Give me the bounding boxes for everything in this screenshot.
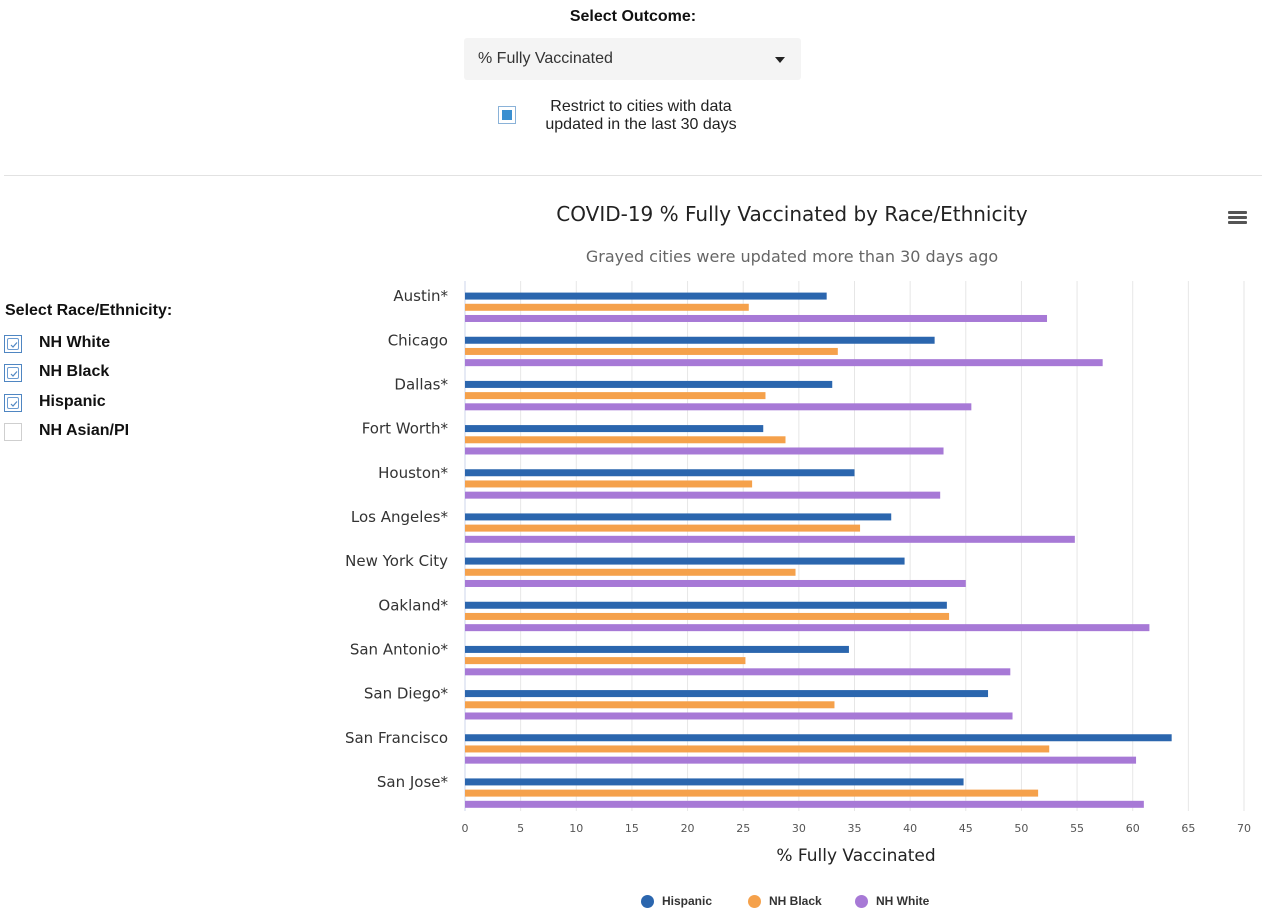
bar-nh-black <box>465 789 1039 797</box>
x-tick-label: 0 <box>462 822 469 835</box>
checkbox[interactable] <box>4 394 22 412</box>
bar-hispanic <box>465 336 935 344</box>
bar-hispanic <box>465 601 947 609</box>
legend-marker <box>748 895 761 908</box>
x-tick-label: 25 <box>736 822 750 835</box>
race-option-label: NH Black <box>39 363 110 380</box>
bar-nh-white <box>465 447 944 455</box>
bar-hispanic <box>465 734 1172 742</box>
bar-nh-black <box>465 745 1050 753</box>
x-tick-label: 5 <box>517 822 524 835</box>
x-axis-title: % Fully Vaccinated <box>776 846 935 866</box>
x-tick-label: 60 <box>1126 822 1140 835</box>
bar-hispanic <box>465 425 764 433</box>
hamburger-menu-icon[interactable] <box>1228 210 1248 226</box>
bar-nh-white <box>465 359 1103 367</box>
legend-marker <box>855 895 868 908</box>
bar-nh-black <box>465 347 838 355</box>
x-tick-label: 65 <box>1181 822 1195 835</box>
x-tick-label: 20 <box>681 822 695 835</box>
bar-nh-white <box>465 756 1137 764</box>
y-category-label: San Antonio* <box>350 640 449 658</box>
legend-label: NH White <box>876 894 930 908</box>
bar-nh-white <box>465 314 1048 322</box>
x-tick-label: 35 <box>848 822 862 835</box>
restrict-30-days-checkbox[interactable] <box>498 106 516 124</box>
x-tick-label: 30 <box>792 822 806 835</box>
y-category-label: San Francisco <box>345 729 448 747</box>
x-tick-label: 70 <box>1237 822 1251 835</box>
y-category-label: Oakland* <box>378 596 448 614</box>
bar-nh-white <box>465 491 941 499</box>
caret-down-icon <box>775 57 785 63</box>
outcome-dropdown[interactable]: % Fully Vaccinated <box>464 38 801 80</box>
checkbox[interactable] <box>4 423 22 441</box>
legend-label: NH Black <box>769 894 822 908</box>
y-category-label: Houston* <box>378 464 448 482</box>
bar-nh-black <box>465 701 835 709</box>
bar-hispanic <box>465 380 833 388</box>
y-category-label: San Diego* <box>364 685 449 703</box>
bar-hispanic <box>465 690 989 698</box>
bar-nh-black <box>465 303 749 311</box>
y-category-label: Fort Worth* <box>362 420 449 438</box>
x-tick-label: 45 <box>959 822 973 835</box>
bar-nh-white <box>465 712 1013 720</box>
y-category-label: Los Angeles* <box>351 508 449 526</box>
checkbox-filled-icon <box>502 110 512 120</box>
bar-nh-black <box>465 524 861 532</box>
bar-nh-black <box>465 480 753 488</box>
bar-nh-black <box>465 568 796 576</box>
bar-nh-white <box>465 579 966 587</box>
x-tick-label: 40 <box>903 822 917 835</box>
y-category-label: Chicago <box>388 331 448 349</box>
legend-marker <box>641 895 654 908</box>
outcome-dropdown-value: % Fully Vaccinated <box>478 50 613 67</box>
bar-nh-white <box>465 800 1144 808</box>
x-tick-label: 55 <box>1070 822 1084 835</box>
bar-nh-white <box>465 668 1011 676</box>
chart-title: COVID-19 % Fully Vaccinated by Race/Ethn… <box>556 202 1028 226</box>
bar-nh-black <box>465 436 786 444</box>
race-option-label: Hispanic <box>39 393 106 410</box>
bar-hispanic <box>465 469 855 477</box>
bar-hispanic <box>465 778 964 786</box>
checkbox[interactable] <box>4 364 22 382</box>
restrict-30-days-label: Restrict to cities with data updated in … <box>545 98 737 133</box>
bar-nh-white <box>465 624 1150 632</box>
bar-nh-white <box>465 403 972 411</box>
chart-subtitle: Grayed cities were updated more than 30 … <box>586 247 998 266</box>
bar-hispanic <box>465 292 827 300</box>
bar-hispanic <box>465 557 905 565</box>
bar-nh-white <box>465 535 1075 543</box>
section-divider <box>4 175 1262 176</box>
y-category-label: San Jose* <box>377 773 449 791</box>
bar-chart: COVID-19 % Fully Vaccinated by Race/Ethn… <box>345 202 1251 866</box>
select-outcome-label: Select Outcome: <box>569 8 697 25</box>
legend-label: Hispanic <box>662 894 713 908</box>
y-category-label: New York City <box>345 552 448 570</box>
bar-nh-black <box>465 392 766 400</box>
x-tick-label: 50 <box>1014 822 1028 835</box>
race-option-label: NH Asian/PI <box>39 422 130 439</box>
y-category-label: Dallas* <box>394 375 448 393</box>
select-race-ethnicity-label: Select Race/Ethnicity: <box>5 302 173 319</box>
y-category-label: Austin* <box>393 287 448 305</box>
race-option-label: NH White <box>39 334 111 351</box>
bar-nh-black <box>465 657 746 665</box>
x-tick-label: 15 <box>625 822 639 835</box>
x-tick-label: 10 <box>569 822 583 835</box>
bar-hispanic <box>465 645 849 653</box>
bar-hispanic <box>465 513 892 521</box>
bar-nh-black <box>465 612 950 620</box>
checkbox[interactable] <box>4 335 22 353</box>
chart-legend: Hispanic NH Black NH White <box>0 893 1280 911</box>
